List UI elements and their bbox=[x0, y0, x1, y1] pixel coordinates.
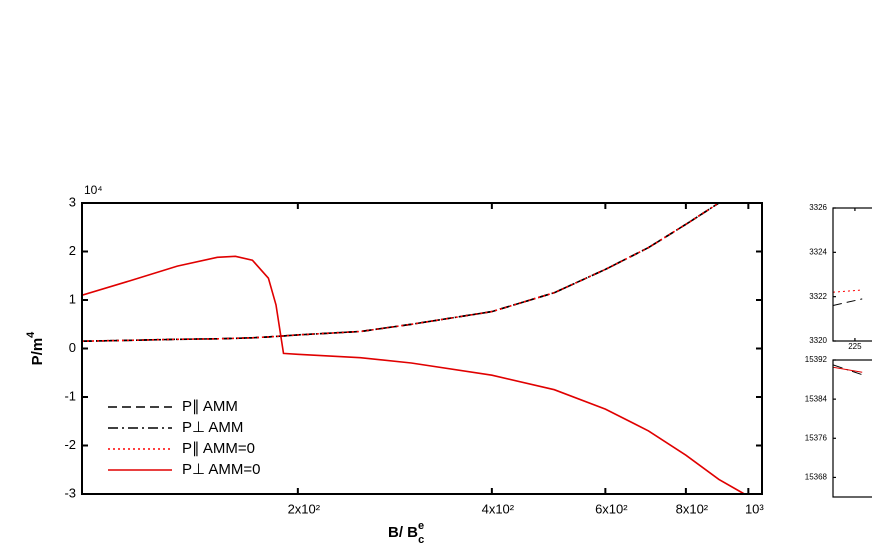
axes-frame bbox=[832, 207, 872, 342]
legend-label: P∥ AMM bbox=[182, 398, 238, 415]
y-tick-label: 15384 bbox=[805, 394, 828, 403]
y-tick-label: 3 bbox=[69, 194, 76, 209]
series-line bbox=[82, 202, 720, 342]
x-axis-label: B/ Be c bbox=[388, 520, 424, 545]
y-tick-label: 15376 bbox=[805, 433, 828, 442]
series-line bbox=[833, 366, 863, 373]
y-label-sup: 4 bbox=[25, 331, 37, 338]
legend-label: P⊥ AMM bbox=[182, 419, 243, 436]
y-tick-label: -3 bbox=[64, 485, 76, 500]
y-tick-label: 0 bbox=[69, 340, 76, 355]
y-tick-label: 3326 bbox=[809, 203, 827, 212]
series-line bbox=[833, 298, 863, 306]
y-multiplier: 10⁴ bbox=[84, 183, 103, 197]
series-line bbox=[833, 289, 863, 293]
y-axis-label: P/m4 bbox=[25, 331, 46, 366]
x-tick-label: 6x10² bbox=[595, 501, 628, 516]
y-tick-label: -2 bbox=[64, 437, 76, 452]
y-tick-label: 3324 bbox=[809, 247, 827, 256]
legend-label: P⊥ AMM=0 bbox=[182, 461, 261, 478]
axes-frame bbox=[832, 359, 872, 498]
x-tick-label: 8x10² bbox=[676, 501, 709, 516]
x-label-sup: e bbox=[418, 520, 424, 532]
legend-label: P∥ AMM=0 bbox=[182, 440, 255, 457]
y-tick-label: 3322 bbox=[809, 292, 827, 301]
x-tick-label: 10³ bbox=[745, 501, 764, 516]
x-label-sub: c bbox=[418, 534, 424, 545]
y-tick-label: 15368 bbox=[805, 473, 828, 482]
y-tick-label: 15392 bbox=[805, 355, 828, 364]
x-tick-label: 2x10² bbox=[288, 501, 321, 516]
y-tick-label: 1 bbox=[69, 291, 76, 306]
x-tick-label: 225 bbox=[848, 342, 862, 351]
x-label-main: B/ B bbox=[388, 524, 418, 541]
series-line bbox=[82, 255, 745, 495]
y-tick-label: 3320 bbox=[809, 336, 827, 345]
y-tick-label: 2 bbox=[69, 243, 76, 258]
series-line bbox=[82, 202, 720, 342]
y-label-main: P/m bbox=[29, 338, 46, 366]
y-tick-label: -1 bbox=[64, 388, 76, 403]
series-line bbox=[82, 202, 720, 342]
x-tick-label: 4x10² bbox=[482, 501, 515, 516]
